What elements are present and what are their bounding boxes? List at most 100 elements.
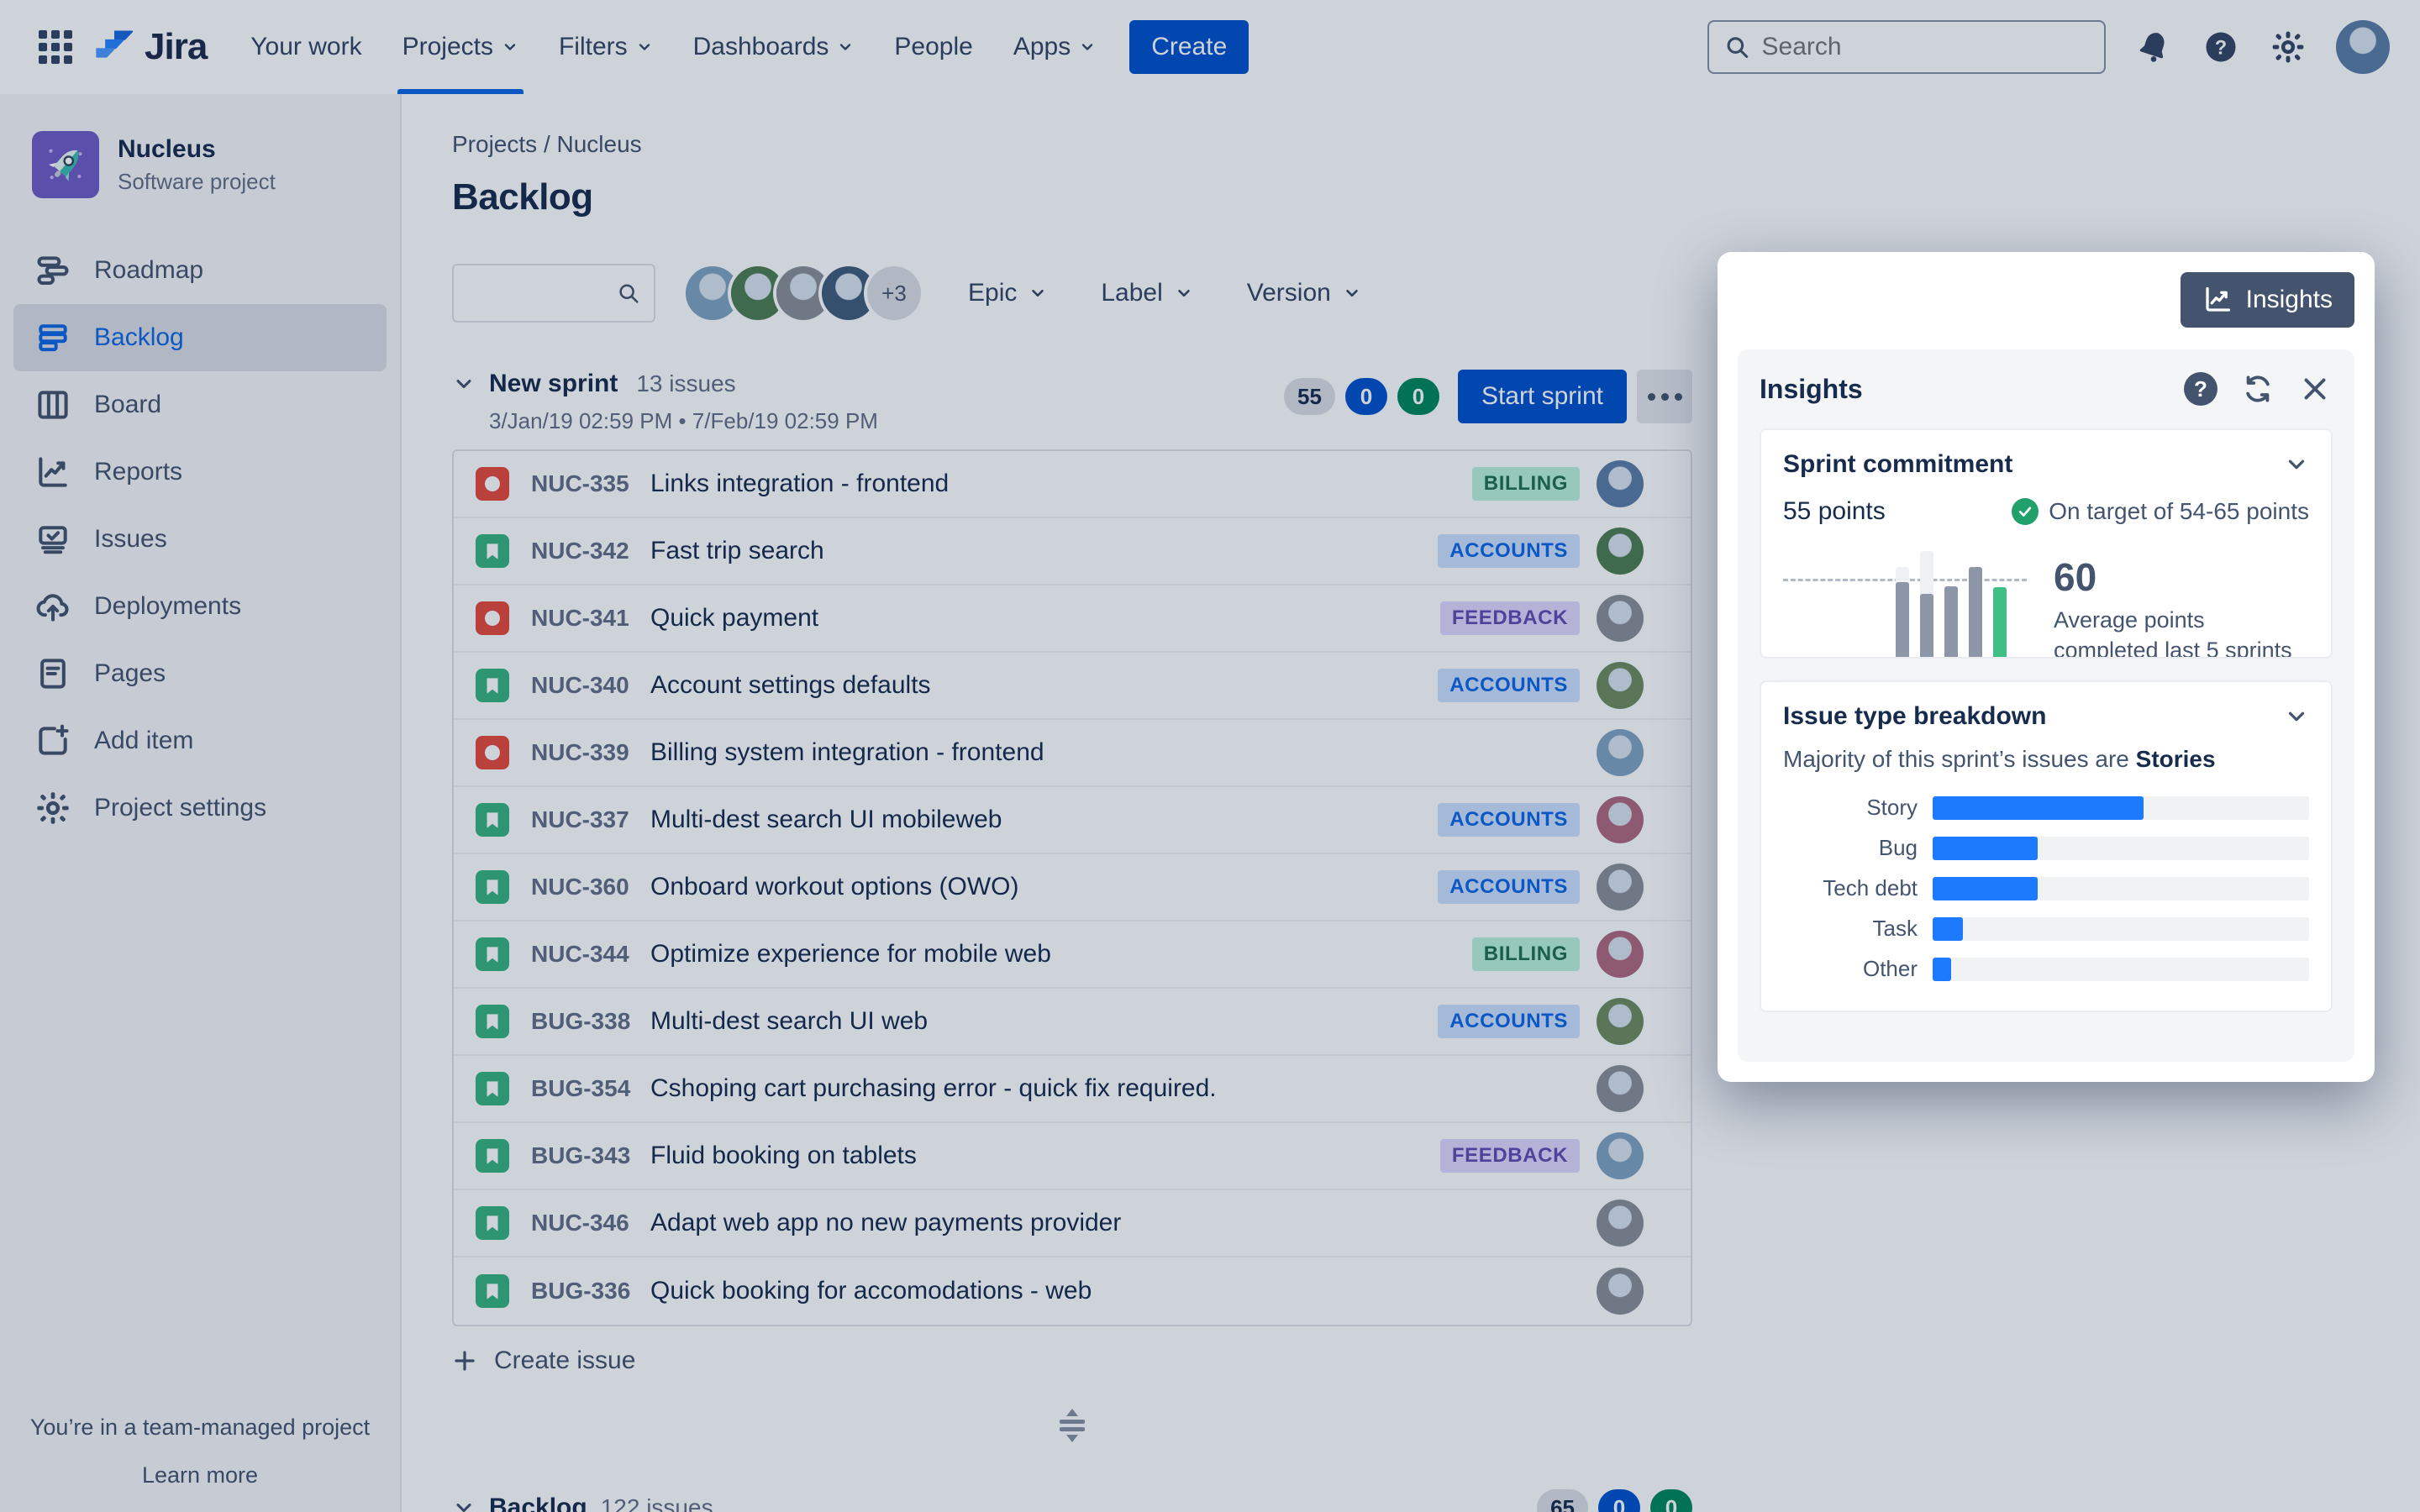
issue-row-nuc-339[interactable]: NUC-339 Billing system integration - fro…	[454, 720, 1691, 787]
epic-badge-feedback[interactable]: FEEDBACK	[1439, 601, 1580, 635]
issue-title[interactable]: Fluid booking on tablets	[650, 1142, 917, 1169]
collapse-card-chevron-icon[interactable]	[2284, 452, 2309, 477]
epic-badge-accounts[interactable]: ACCOUNTS	[1438, 870, 1580, 904]
issue-row-nuc-341[interactable]: NUC-341 Quick payment FEEDBACK	[454, 585, 1691, 653]
issue-title[interactable]: Multi-dest search UI mobileweb	[650, 806, 1002, 833]
epic-badge-accounts[interactable]: ACCOUNTS	[1438, 669, 1580, 702]
backlog-search-input[interactable]	[467, 280, 618, 307]
issue-title[interactable]: Fast trip search	[650, 537, 824, 564]
assignee-avatar[interactable]	[1597, 864, 1644, 911]
notifications-bell-icon[interactable]	[2134, 28, 2173, 66]
assignee-avatar[interactable]	[1597, 729, 1644, 776]
insights-refresh-icon[interactable]	[2240, 371, 2275, 407]
issue-row-bug-354[interactable]: BUG-354 Cshoping cart purchasing error -…	[454, 1056, 1691, 1123]
backlog-search[interactable]	[452, 264, 655, 323]
assignee-avatar[interactable]	[1597, 460, 1644, 507]
assignee-avatar[interactable]	[1597, 528, 1644, 575]
create-issue-button[interactable]: Create issue	[452, 1347, 635, 1375]
assignee-avatar[interactable]	[1597, 796, 1644, 843]
sidebar-item-backlog[interactable]: Backlog	[13, 304, 387, 371]
assignee-avatar[interactable]	[1597, 1268, 1644, 1315]
global-search-input[interactable]	[1761, 33, 2089, 61]
issue-row-nuc-346[interactable]: NUC-346 Adapt web app no new payments pr…	[454, 1190, 1691, 1257]
issue-title[interactable]: Billing system integration - frontend	[650, 738, 1044, 766]
filter-dropdown-version[interactable]: Version	[1247, 279, 1361, 307]
issue-row-bug-338[interactable]: BUG-338 Multi-dest search UI web ACCOUNT…	[454, 989, 1691, 1056]
insights-help-icon[interactable]: ?	[2183, 371, 2218, 407]
assignee-avatar[interactable]	[1597, 595, 1644, 642]
drag-handle-icon[interactable]	[1060, 1409, 1085, 1442]
assignee-avatar[interactable]	[1597, 662, 1644, 709]
issue-title[interactable]: Links integration - frontend	[650, 470, 950, 497]
sidebar-item-issues[interactable]: Issues	[13, 506, 387, 573]
issue-title[interactable]: Quick booking for accomodations - web	[650, 1277, 1092, 1305]
issue-title[interactable]: Onboard workout options (OWO)	[650, 873, 1019, 900]
member-avatar[interactable]	[686, 266, 739, 320]
help-icon[interactable]: ?	[2202, 28, 2240, 66]
sidebar-item-project-settings[interactable]: Project settings	[13, 774, 387, 842]
sidebar-item-roadmap[interactable]: Roadmap	[13, 237, 387, 304]
breadcrumb-project[interactable]: Nucleus	[556, 131, 642, 157]
jira-logo[interactable]: Jira	[92, 25, 208, 69]
issue-title[interactable]: Multi-dest search UI web	[650, 1007, 929, 1035]
nav-item-people[interactable]: People	[894, 33, 973, 60]
sprint-title[interactable]: New sprint	[489, 370, 618, 397]
epic-badge-accounts[interactable]: ACCOUNTS	[1438, 534, 1580, 568]
epic-badge-billing[interactable]: BILLING	[1471, 467, 1580, 501]
epic-badge-billing[interactable]: BILLING	[1471, 937, 1580, 971]
filter-dropdown-epic[interactable]: Epic	[968, 279, 1047, 307]
collapse-card-chevron-icon[interactable]	[2284, 704, 2309, 729]
issue-title[interactable]: Quick payment	[650, 604, 819, 632]
issue-row-nuc-335[interactable]: NUC-335 Links integration - frontend BIL…	[454, 451, 1691, 518]
issue-row-bug-336[interactable]: BUG-336 Quick booking for accomodations …	[454, 1257, 1691, 1325]
global-search[interactable]	[1707, 20, 2106, 74]
sprint-more-icon[interactable]	[1637, 370, 1692, 423]
epic-badge-accounts[interactable]: ACCOUNTS	[1438, 803, 1580, 837]
filter-dropdown-label[interactable]: Label	[1101, 279, 1192, 307]
app-switcher-icon[interactable]	[30, 22, 81, 72]
sidebar-item-add-item[interactable]: Add item	[13, 707, 387, 774]
collapse-backlog-chevron-icon[interactable]	[452, 1496, 476, 1512]
issue-title[interactable]: Adapt web app no new payments provider	[650, 1209, 1122, 1236]
collapse-sprint-chevron-icon[interactable]	[452, 372, 476, 396]
nav-item-filters[interactable]: Filters	[539, 0, 673, 94]
member-avatar[interactable]	[776, 266, 830, 320]
sidebar-item-board[interactable]: Board	[13, 371, 387, 438]
issue-row-nuc-337[interactable]: NUC-337 Multi-dest search UI mobileweb A…	[454, 787, 1691, 854]
member-avatar[interactable]	[822, 266, 876, 320]
issue-title[interactable]: Account settings defaults	[650, 671, 931, 699]
nav-item-your-work[interactable]: Your work	[250, 33, 362, 60]
settings-gear-icon[interactable]	[2269, 28, 2307, 66]
nav-item-apps[interactable]: Apps	[993, 0, 1116, 94]
issue-row-bug-343[interactable]: BUG-343 Fluid booking on tablets FEEDBAC…	[454, 1123, 1691, 1190]
start-sprint-button[interactable]: Start sprint	[1457, 370, 1627, 423]
issue-row-nuc-360[interactable]: NUC-360 Onboard workout options (OWO) AC…	[454, 854, 1691, 921]
sidebar-item-reports[interactable]: Reports	[13, 438, 387, 506]
assignee-avatar[interactable]	[1597, 998, 1644, 1045]
avatar-overflow-chip[interactable]: +3	[867, 266, 921, 320]
project-header[interactable]: Nucleus Software project	[13, 131, 387, 237]
breadcrumb-projects[interactable]: Projects	[452, 131, 538, 157]
issue-row-nuc-344[interactable]: NUC-344 Optimize experience for mobile w…	[454, 921, 1691, 989]
insights-close-icon[interactable]	[2297, 371, 2333, 407]
user-avatar[interactable]	[2336, 20, 2390, 74]
nav-item-dashboards[interactable]: Dashboards	[673, 0, 875, 94]
issue-row-nuc-342[interactable]: NUC-342 Fast trip search ACCOUNTS	[454, 518, 1691, 585]
assignee-avatar[interactable]	[1597, 1132, 1644, 1179]
learn-more-link[interactable]: Learn more	[141, 1462, 259, 1488]
sidebar-item-pages[interactable]: Pages	[13, 640, 387, 707]
issue-title[interactable]: Cshoping cart purchasing error - quick f…	[650, 1074, 1217, 1102]
assignee-avatar[interactable]	[1597, 931, 1644, 978]
issue-row-nuc-340[interactable]: NUC-340 Account settings defaults ACCOUN…	[454, 653, 1691, 720]
create-button[interactable]: Create	[1129, 20, 1249, 74]
assignee-avatar[interactable]	[1597, 1200, 1644, 1247]
insights-toggle-button[interactable]: Insights	[2180, 272, 2354, 328]
epic-badge-feedback[interactable]: FEEDBACK	[1439, 1139, 1580, 1173]
member-avatar[interactable]	[731, 266, 785, 320]
nav-item-projects[interactable]: Projects	[382, 0, 539, 94]
epic-badge-accounts[interactable]: ACCOUNTS	[1438, 1005, 1580, 1038]
assignee-avatar[interactable]	[1597, 1065, 1644, 1112]
issue-title[interactable]: Optimize experience for mobile web	[650, 940, 1051, 968]
sidebar-item-deployments[interactable]: Deployments	[13, 573, 387, 640]
backlog-section-title[interactable]: Backlog	[489, 1494, 587, 1512]
